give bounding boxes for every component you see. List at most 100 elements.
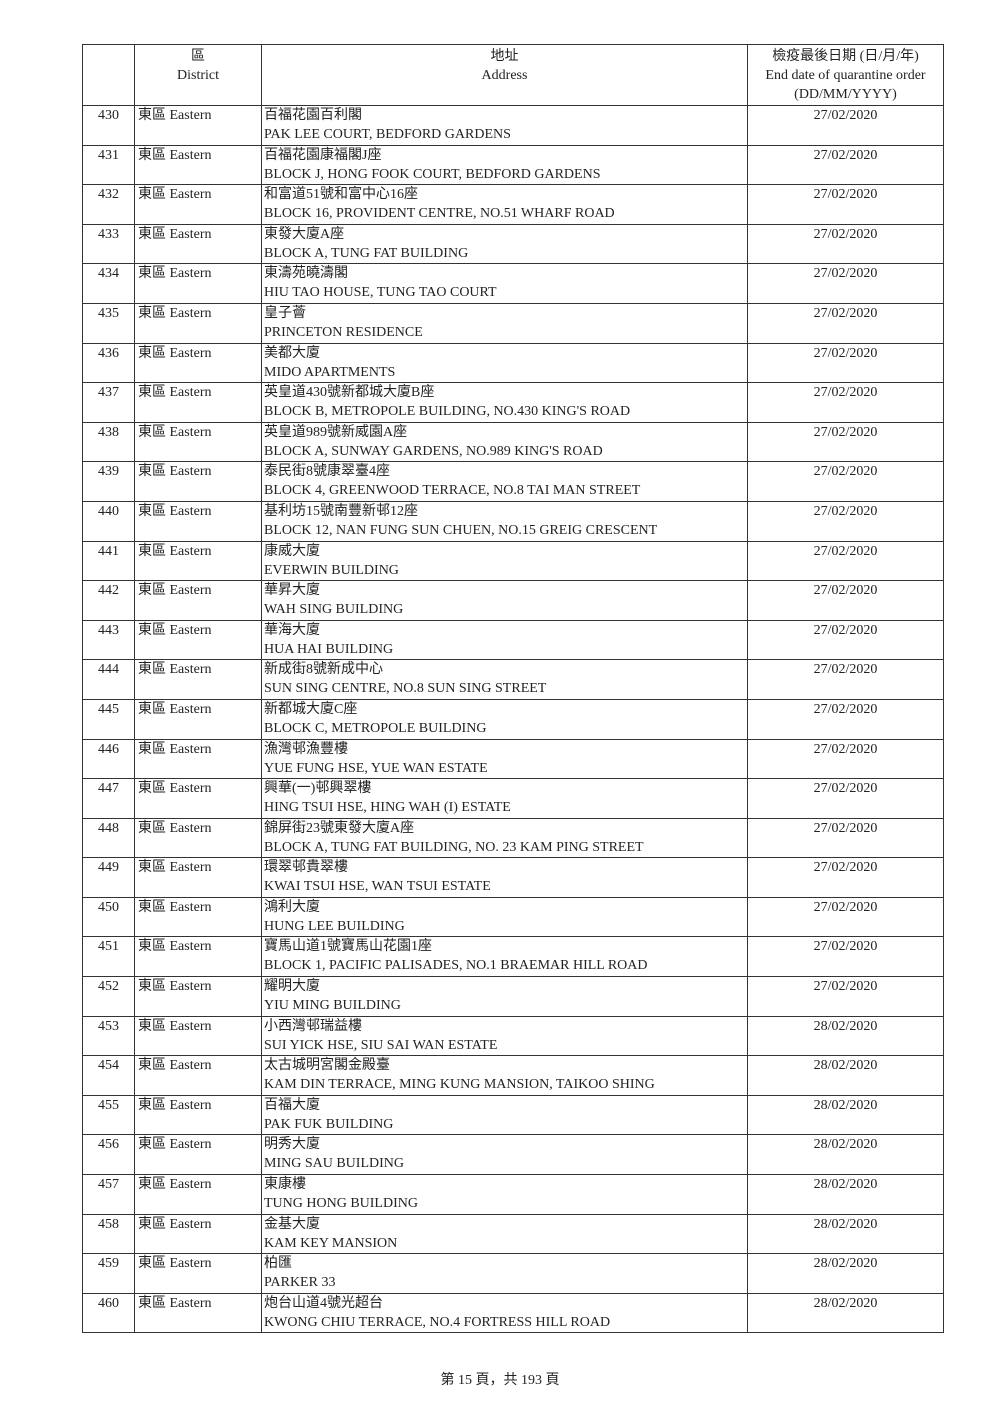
address-english: TUNG HONG BUILDING [264, 1196, 418, 1212]
table-row: 452 東區 Eastern 耀明大廈 YIU MING BUILDING 27/02/… [82, 976, 944, 1017]
row-end-date: 27/02/2020 [747, 976, 944, 1017]
address-chinese: 新都城大廈C座 [264, 701, 358, 717]
address-english: BLOCK A, TUNG FAT BUILDING [264, 245, 469, 261]
row-number: 454 [82, 1055, 135, 1096]
row-address: 東濤苑曉濤閣 HIU TAO HOUSE, TUNG TAO COURT [261, 263, 748, 304]
row-number: 451 [82, 936, 135, 978]
row-number: 440 [82, 500, 135, 542]
row-number: 450 [82, 896, 135, 938]
row-district: 東區 Eastern [134, 619, 262, 661]
address-chinese: 柏匯 [264, 1256, 292, 1272]
table-row: 440 東區 Eastern 基利坊15號南豐新邨12座 BLOCK 12, NAN … [82, 500, 944, 542]
row-number: 455 [82, 1094, 135, 1136]
row-number: 430 [82, 105, 135, 146]
row-address: 美都大廈 MIDO APARTMENTS [261, 342, 748, 384]
table-row: 438 東區 Eastern 英皇道989號新威園A座 BLOCK A, SUNWAY… [82, 421, 944, 463]
row-address: 新都城大廈C座 BLOCK C, METROPOLE BUILDING [261, 698, 748, 740]
row-number: 441 [82, 540, 135, 582]
address-english: SUN SING CENTRE, NO.8 SUN SING STREET [264, 681, 547, 697]
row-district: 東區 Eastern [134, 817, 262, 859]
address-english: BLOCK C, METROPOLE BUILDING [264, 720, 487, 736]
address-english: BLOCK B, METROPOLE BUILDING, NO.430 KING… [264, 404, 631, 420]
row-end-date: 27/02/2020 [747, 698, 944, 740]
quarantine-address-table: 區 District 地址 Address 檢疫最後日期 (日/月/年) End da… [82, 44, 944, 1334]
address-english: BLOCK 16, PROVIDENT CENTRE, NO.51 WHARF … [264, 206, 615, 222]
table-row: 456 東區 Eastern 明秀大廈 MING SAU BUILDING 28/02/… [82, 1134, 944, 1176]
header-end-date: 檢疫最後日期 (日/月/年) End date of quarantine ord… [747, 44, 944, 106]
row-district: 東區 Eastern [134, 144, 262, 186]
row-district: 東區 Eastern [134, 1134, 262, 1176]
address-chinese: 明秀大廈 [264, 1137, 320, 1153]
row-number: 437 [82, 382, 135, 423]
row-end-date: 27/02/2020 [747, 619, 944, 661]
row-number: 457 [82, 1174, 135, 1215]
row-district: 東區 Eastern [134, 936, 262, 978]
row-district: 東區 Eastern [134, 382, 262, 423]
row-end-date: 27/02/2020 [747, 580, 944, 621]
row-end-date: 28/02/2020 [747, 1253, 944, 1294]
row-number: 447 [82, 778, 135, 819]
row-number: 438 [82, 421, 135, 463]
address-english: BLOCK A, SUNWAY GARDENS, NO.989 KING'S R… [264, 443, 603, 459]
address-chinese: 錦屏街23號東發大廈A座 [264, 820, 415, 836]
row-end-date: 28/02/2020 [747, 1015, 944, 1057]
address-english: BLOCK 1, PACIFIC PALISADES, NO.1 BRAEMAR… [264, 958, 648, 974]
row-district: 東區 Eastern [134, 421, 262, 463]
row-address: 英皇道430號新都城大廈B座 BLOCK B, METROPOLE BUILDIN… [261, 382, 748, 423]
row-district: 東區 Eastern [134, 659, 262, 700]
row-district: 東區 Eastern [134, 1055, 262, 1096]
row-district: 東區 Eastern [134, 1174, 262, 1215]
row-district: 東區 Eastern [134, 263, 262, 304]
address-english: YUE FUNG HSE, YUE WAN ESTATE [264, 760, 488, 776]
address-english: HING TSUI HSE, HING WAH (I) ESTATE [264, 800, 511, 816]
row-address: 環翠邨貴翠樓 KWAI TSUI HSE, WAN TSUI ESTATE [261, 857, 748, 898]
row-address: 柏匯 PARKER 33 [261, 1253, 748, 1294]
table-row: 453 東區 Eastern 小西灣邨瑞益樓 SUI YICK HSE, SIU SA… [82, 1015, 944, 1057]
table-row: 459 東區 Eastern 柏匯 PARKER 33 28/02/2020 [82, 1253, 944, 1294]
address-english: PRINCETON RESIDENCE [264, 324, 423, 340]
row-district: 東區 Eastern [134, 342, 262, 384]
address-english: EVERWIN BUILDING [264, 562, 399, 578]
row-end-date: 27/02/2020 [747, 263, 944, 304]
table-row: 448 東區 Eastern 錦屏街23號東發大廈A座 BLOCK A, TUNG F… [82, 817, 944, 859]
table-row: 433 東區 Eastern 東發大廈A座 BLOCK A, TUNG FAT BUI… [82, 223, 944, 265]
address-english: HUNG LEE BUILDING [264, 918, 405, 934]
row-number: 449 [82, 857, 135, 898]
header-district: 區 District [134, 44, 262, 106]
row-end-date: 27/02/2020 [747, 659, 944, 700]
row-address: 皇子薈 PRINCETON RESIDENCE [261, 302, 748, 344]
address-english: KAM KEY MANSION [264, 1235, 398, 1251]
row-number: 431 [82, 144, 135, 186]
row-end-date: 27/02/2020 [747, 778, 944, 819]
row-end-date: 27/02/2020 [747, 461, 944, 502]
row-end-date: 27/02/2020 [747, 817, 944, 859]
table-row: 430 東區 Eastern 百福花園百利閣 PAK LEE COURT, BEDFO… [82, 105, 944, 146]
row-number: 443 [82, 619, 135, 661]
address-chinese: 美都大廈 [264, 345, 320, 361]
address-chinese: 東濤苑曉濤閣 [264, 266, 348, 282]
row-address: 泰民街8號康翠臺4座 BLOCK 4, GREENWOOD TERRACE, NO… [261, 461, 748, 502]
row-number: 434 [82, 263, 135, 304]
row-address: 太古城明宮閣金殿臺 KAM DIN TERRACE, MING KUNG MANS… [261, 1055, 748, 1096]
row-address: 百福大廈 PAK FUK BUILDING [261, 1094, 748, 1136]
table-row: 439 東區 Eastern 泰民街8號康翠臺4座 BLOCK 4, GREENWOO… [82, 461, 944, 502]
address-english: KWAI TSUI HSE, WAN TSUI ESTATE [264, 879, 491, 895]
table-row: 435 東區 Eastern 皇子薈 PRINCETON RESIDENCE 27/02… [82, 302, 944, 344]
row-address: 小西灣邨瑞益樓 SUI YICK HSE, SIU SAI WAN ESTATE [261, 1015, 748, 1057]
row-district: 東區 Eastern [134, 698, 262, 740]
address-chinese: 耀明大廈 [264, 979, 320, 995]
row-district: 東區 Eastern [134, 1253, 262, 1294]
table-row: 432 東區 Eastern 和富道51號和富中心16座 BLOCK 16, PROV… [82, 184, 944, 225]
address-english: PARKER 33 [264, 1275, 336, 1291]
row-end-date: 27/02/2020 [747, 342, 944, 384]
row-address: 基利坊15號南豐新邨12座 BLOCK 12, NAN FUNG SUN CHUE… [261, 500, 748, 542]
address-chinese: 環翠邨貴翠樓 [264, 860, 348, 876]
row-end-date: 28/02/2020 [747, 1055, 944, 1096]
row-district: 東區 Eastern [134, 580, 262, 621]
row-number: 459 [82, 1253, 135, 1294]
row-address: 百福花園百利閣 PAK LEE COURT, BEDFORD GARDENS [261, 105, 748, 146]
row-district: 東區 Eastern [134, 976, 262, 1017]
table-row: 460 東區 Eastern 炮台山道4號光超台 KWONG CHIU TERRACE… [82, 1292, 944, 1334]
row-end-date: 27/02/2020 [747, 738, 944, 780]
row-end-date: 27/02/2020 [747, 540, 944, 582]
